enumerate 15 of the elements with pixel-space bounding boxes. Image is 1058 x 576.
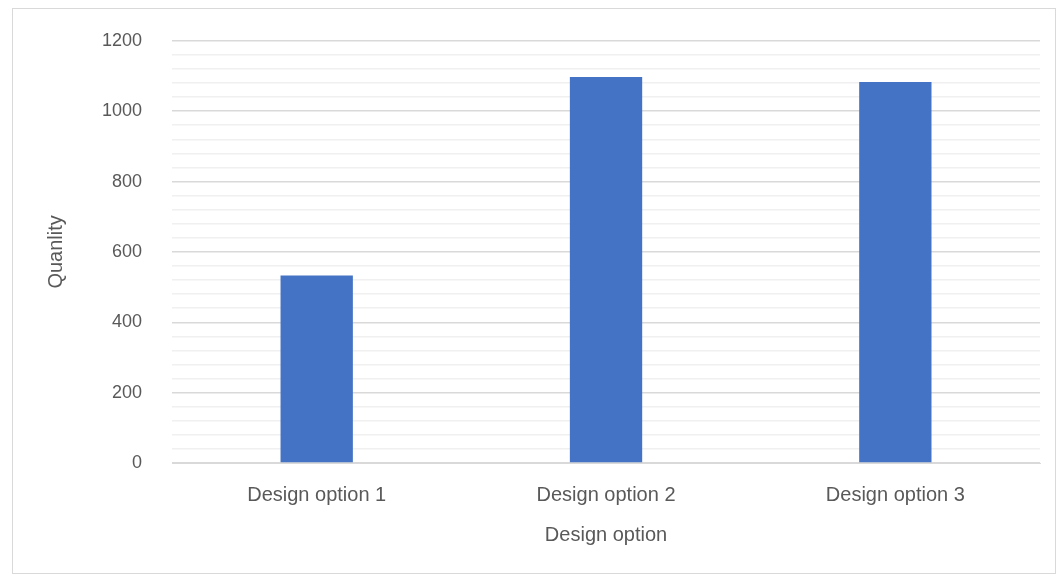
y-tick-label: 1000 [102,100,143,121]
bar [859,81,932,463]
y-tick-label: 1200 [102,29,143,50]
x-tick-label: Design option 3 [825,482,965,505]
bar [280,275,353,463]
x-tick-label: Design option 1 [247,482,387,505]
bar [569,77,643,463]
y-tick-label: 0 [132,451,143,472]
y-tick-label: 400 [112,311,143,332]
y-tick-label: 600 [112,240,143,261]
y-tick-label: 200 [112,381,143,402]
y-tick-label: 800 [112,170,143,191]
y-axis-title: Quanlity [43,215,66,289]
x-axis-title: Design option [544,522,668,545]
x-tick-label: Design option 2 [536,482,676,505]
